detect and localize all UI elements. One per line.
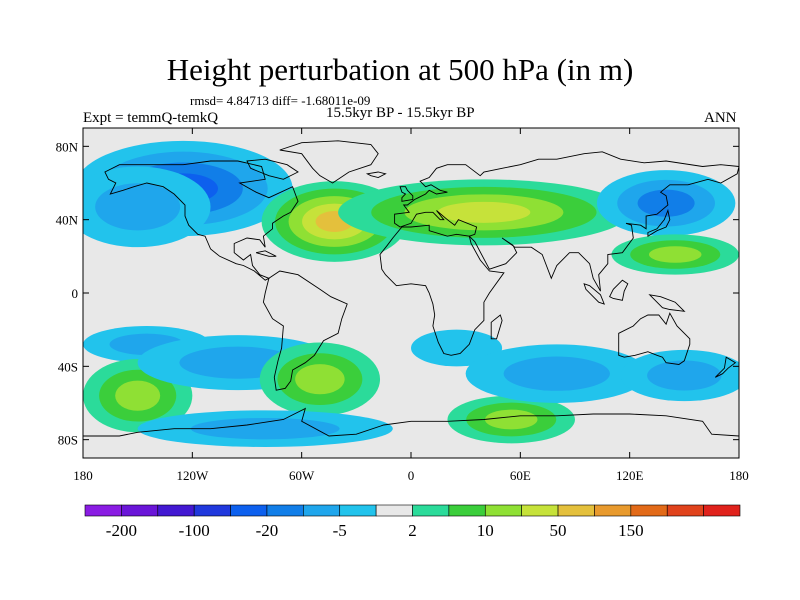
coastlines xyxy=(83,140,739,437)
colorbar-bin-4 xyxy=(230,504,268,517)
colorbar-bin-6 xyxy=(303,504,341,517)
anomaly-3-level-3 xyxy=(437,201,531,223)
period-label: 15.5kyr BP - 15.5kyr BP xyxy=(326,105,475,121)
lat-tick-label-3: 40S xyxy=(58,359,78,374)
lat-tick-label-0: 80N xyxy=(56,139,79,154)
coastline-japan xyxy=(647,208,671,237)
statistics-label: rmsd= 4.84713 diff= -1.68011e-09 xyxy=(190,93,371,108)
colorbar-bin-5 xyxy=(266,504,304,517)
anomaly-7-level-2 xyxy=(115,380,161,411)
anomaly-11-level-0 xyxy=(411,329,503,367)
lat-tick-label-2: 0 xyxy=(72,286,79,301)
coastline-uk xyxy=(399,186,414,202)
lon-tick-label-4: 60E xyxy=(510,468,531,483)
anomaly-14-level-1 xyxy=(647,360,722,391)
coastline-australia xyxy=(618,312,691,365)
anomaly-12-level-2 xyxy=(484,409,538,430)
axis-ticks: 180 120W 60W 0 60E 120E 180 80N 40N 0 40S 80S xyxy=(56,128,749,483)
coastline-north-america xyxy=(104,160,299,281)
coastline-greenland xyxy=(279,140,379,184)
lon-tick-label-5: 120E xyxy=(616,468,644,483)
coastline-baffin xyxy=(246,158,299,180)
anomaly-1-level-1 xyxy=(95,183,181,231)
anomaly-13-level-1 xyxy=(503,356,610,391)
colorbar-bin-3 xyxy=(193,504,231,517)
anomaly-9-level-2 xyxy=(295,364,345,395)
colorbar-bin-12 xyxy=(521,504,559,517)
coastline-south-america xyxy=(262,270,348,391)
colorbar-label-7: 150 xyxy=(618,521,644,540)
colorbar-bin-1 xyxy=(121,504,159,517)
colorbar-bin-7 xyxy=(339,504,377,517)
colorbar-label-2: -20 xyxy=(256,521,279,540)
lat-tick-label-1: 40N xyxy=(56,213,79,228)
colorbar-bin-17 xyxy=(703,504,741,517)
anomaly-5-level-2 xyxy=(648,246,702,263)
coastline-iceland xyxy=(365,171,387,178)
coastline-borneo xyxy=(608,279,629,301)
colorbar-bin-9 xyxy=(412,504,450,517)
coastline-eurasia xyxy=(394,151,739,292)
lon-tick-label-0: 180 xyxy=(73,468,93,483)
anomaly-4-level-2 xyxy=(637,189,695,217)
colorbar: -200 -100 -20 -5 2 10 50 150 xyxy=(84,504,741,540)
lat-tick-label-4: 80S xyxy=(58,433,78,448)
lon-tick-label-1: 120W xyxy=(176,468,209,483)
anomaly-10-level-1 xyxy=(190,417,340,440)
coastline-madagascar xyxy=(490,314,503,340)
coastline-cuba xyxy=(255,250,277,257)
coastline-africa xyxy=(379,224,505,356)
lon-tick-label-6: 180 xyxy=(729,468,749,483)
colorbar-bin-2 xyxy=(157,504,195,517)
colorbar-bin-0 xyxy=(84,504,122,517)
colorbar-bin-13 xyxy=(557,504,595,517)
anomaly-field xyxy=(83,140,739,447)
colorbar-label-6: 50 xyxy=(550,521,567,540)
coastline-new-guinea xyxy=(648,294,686,312)
colorbar-bin-8 xyxy=(375,504,413,517)
lon-tick-label-3: 0 xyxy=(408,468,415,483)
season-label: ANN xyxy=(704,110,737,126)
lon-tick-label-2: 60W xyxy=(289,468,315,483)
experiment-label: Expt = temmQ-temkQ xyxy=(83,110,219,126)
colorbar-bin-14 xyxy=(594,504,632,517)
colorbar-label-1: -100 xyxy=(179,521,210,540)
plot-title: Height perturbation at 500 hPa (in m) xyxy=(166,52,634,87)
colorbar-label-5: 10 xyxy=(477,521,494,540)
colorbar-bin-15 xyxy=(630,504,668,517)
colorbar-bin-16 xyxy=(666,504,704,517)
colorbar-label-3: -5 xyxy=(333,521,347,540)
coastline-new-zealand xyxy=(714,356,737,378)
coastline-antarctica xyxy=(83,407,739,437)
colorbar-label-4: 2 xyxy=(408,521,417,540)
colorbar-label-0: -200 xyxy=(106,521,137,540)
coastline-sumatra xyxy=(583,283,605,305)
colorbar-bin-10 xyxy=(448,504,486,517)
colorbar-bin-11 xyxy=(484,504,522,517)
